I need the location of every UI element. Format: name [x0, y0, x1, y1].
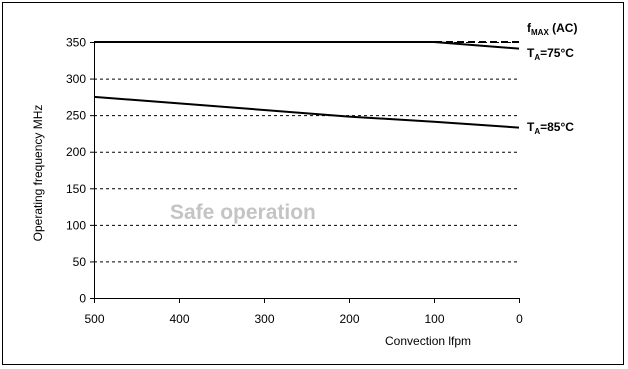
tick-labels: 0 50 100 150 200 250 300 350 500 400 300 200 100 0 — [66, 36, 523, 327]
series-labels: fMAX (AC) TA=75°C TA=85°C — [527, 21, 577, 136]
series-label-0: fMAX (AC) — [527, 21, 577, 37]
y-tick-label-150: 150 — [66, 182, 86, 196]
x-tick-label-200: 200 — [339, 312, 359, 326]
y-tick-label-100: 100 — [66, 218, 86, 232]
chart-frame — [2, 2, 624, 365]
grid-lines — [94, 42, 519, 263]
series-lines — [93, 41, 520, 129]
series-label-2: TA=85°C — [527, 120, 574, 136]
x-tick-label-300: 300 — [254, 312, 274, 326]
x-tick-label-500: 500 — [84, 312, 104, 326]
x-axis-title: Convection lfpm — [385, 334, 471, 348]
y-tick-label-350: 350 — [66, 36, 86, 50]
x-tick-label-100: 100 — [424, 312, 444, 326]
x-tick-label-0: 0 — [516, 312, 523, 326]
x-tick-label-400: 400 — [169, 312, 189, 326]
safe-operation-annotation: Safe operation — [170, 201, 316, 224]
y-tick-label-50: 50 — [73, 255, 87, 269]
y-tick-label-0: 0 — [79, 292, 86, 306]
y-axis-title: Operating frequency MHz — [31, 105, 45, 242]
y-tick-label-300: 300 — [66, 72, 86, 86]
series-label-1: TA=75°C — [527, 46, 574, 62]
y-tick-label-250: 250 — [66, 109, 86, 123]
series-line-1 — [94, 41, 520, 50]
series-line-2 — [93, 95, 520, 129]
axes — [90, 42, 520, 303]
y-tick-label-200: 200 — [66, 145, 86, 159]
